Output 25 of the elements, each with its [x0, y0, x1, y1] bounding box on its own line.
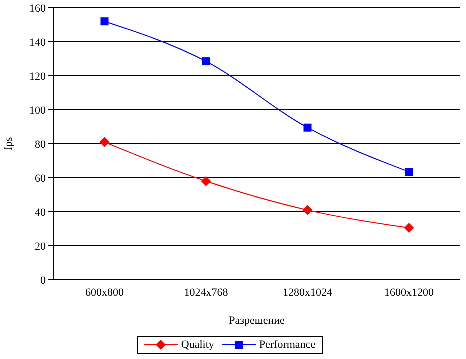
y-tick-label: 0 [40, 274, 46, 287]
point [100, 18, 109, 26]
x-axis-title: Разрешение [229, 315, 285, 327]
x-tick-label: 1280x1024 [283, 286, 333, 299]
x-tick-label: 1600x1200 [384, 286, 434, 299]
y-axis-title: fps [2, 137, 15, 151]
point [404, 223, 414, 234]
y-tick-label: 40 [35, 206, 46, 219]
point [304, 124, 312, 132]
legend-label: Performance [258, 339, 316, 351]
y-tick-label: 80 [35, 138, 46, 151]
x-tick-label: 1024x768 [184, 286, 229, 299]
legend-label: Quality [180, 339, 214, 351]
y-tick-label: 160 [30, 2, 46, 15]
x-tick-label: 600x800 [86, 286, 124, 299]
point [302, 205, 313, 216]
y-tick-label: 20 [35, 240, 46, 253]
y-tick-label: 120 [30, 70, 46, 83]
point [100, 137, 110, 148]
y-tick-label: 60 [35, 172, 46, 185]
y-tick-label: 100 [30, 104, 46, 117]
point [201, 176, 212, 186]
y-tick-label: 140 [30, 36, 46, 49]
point [405, 168, 414, 176]
point [202, 58, 210, 66]
